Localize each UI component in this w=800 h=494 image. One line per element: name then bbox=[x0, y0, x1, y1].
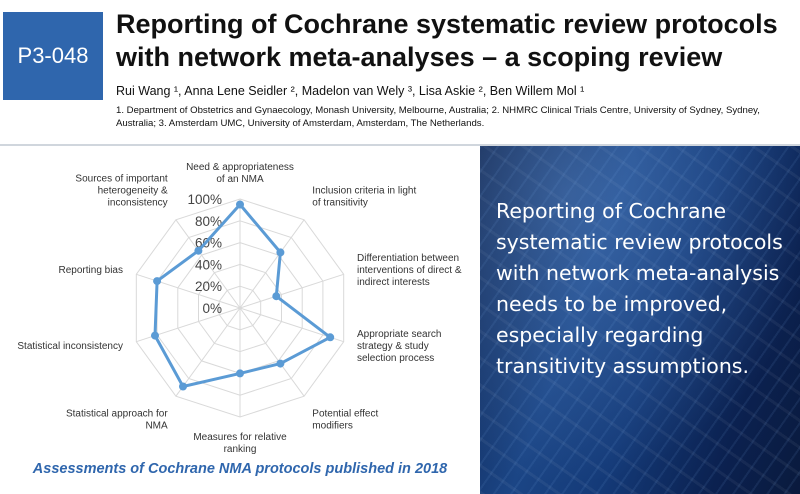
poster-title-line: with network meta-analyses – a scoping r… bbox=[116, 42, 723, 72]
poster-title-line: Reporting of Cochrane systematic review … bbox=[116, 9, 778, 39]
key-message: Reporting of Cochrane systematic review … bbox=[496, 199, 783, 378]
axis-label: Statistical inconsistency bbox=[17, 341, 123, 352]
axis-label-line: Differentiation between bbox=[357, 253, 459, 264]
axis-label: Differentiation between interventions of … bbox=[357, 253, 462, 288]
data-point bbox=[151, 331, 159, 340]
axis-spoke bbox=[136, 273, 241, 309]
axis-spoke bbox=[175, 307, 241, 397]
data-point bbox=[153, 277, 162, 286]
axis-label: Need & appropriateness of an NMA bbox=[186, 162, 294, 185]
axis-label-line: heterogeneity & bbox=[98, 186, 168, 197]
axis-label: Measures for relative ranking bbox=[193, 432, 287, 455]
axis-spoke bbox=[175, 219, 241, 309]
axis-label: Statistical approach for NMA bbox=[66, 409, 168, 432]
poster-header: P3-048 Reporting of Cochrane systematic … bbox=[0, 0, 800, 146]
axis-label-line: NMA bbox=[145, 421, 168, 432]
data-point bbox=[236, 200, 244, 209]
tick-label: 0% bbox=[202, 301, 222, 316]
data-point bbox=[179, 382, 187, 391]
axis-label-line: selection process bbox=[357, 353, 434, 364]
axis-label: Appropriate search strategy & study select… bbox=[357, 329, 442, 364]
axis-spoke bbox=[239, 307, 305, 397]
tick-label: 40% bbox=[195, 257, 222, 272]
tick-label: 100% bbox=[187, 192, 222, 207]
data-point bbox=[272, 292, 281, 301]
axis-label-line: modifiers bbox=[312, 421, 353, 432]
axis-label: Potential effect modifiers bbox=[312, 409, 378, 432]
data-series-line bbox=[153, 203, 332, 388]
axis-label-line: Sources of important bbox=[75, 174, 167, 185]
tick-label: 80% bbox=[195, 214, 222, 229]
author-list: Rui Wang ¹, Anna Lene Seidler ², Madelon… bbox=[116, 84, 585, 98]
chart-caption: Assessments of Cochrane NMA protocols pu… bbox=[32, 461, 448, 477]
radar-chart: 0%20%40%60%80%100%Need & appropriateness… bbox=[17, 162, 462, 455]
data-point bbox=[326, 333, 335, 342]
axis-label-line: Inclusion criteria in light bbox=[312, 186, 416, 197]
poster-id-badge: P3-048 bbox=[3, 12, 103, 100]
axis-label-line: Potential effect bbox=[312, 409, 378, 420]
axis-label: Sources of important heterogeneity & incon… bbox=[75, 174, 168, 209]
data-point bbox=[276, 359, 285, 368]
affiliations: 1. Department of Obstetrics and Gynaecol… bbox=[116, 105, 760, 129]
axis-label-line: of an NMA bbox=[216, 174, 264, 185]
axis-label: Inclusion criteria in light of transitivi… bbox=[312, 186, 416, 209]
tick-label: 20% bbox=[195, 279, 222, 294]
axis-label-line: strategy & study bbox=[357, 341, 429, 352]
data-point bbox=[276, 248, 285, 257]
chart-panel: 0% 20% 40% 60% 80% 100% Need & appropriateness… bbox=[0, 146, 480, 494]
axis-label-line: inconsistency bbox=[108, 198, 168, 209]
data-point bbox=[194, 246, 203, 255]
axis-label-line: of transitivity bbox=[312, 198, 368, 209]
axis-label-line: ranking bbox=[224, 444, 257, 455]
axis-label-line: interventions of direct & bbox=[357, 265, 462, 276]
axis-label-line: Appropriate search bbox=[357, 329, 442, 340]
axis-label-line: Need & appropriateness bbox=[186, 162, 294, 173]
axis-label-line: Measures for relative bbox=[193, 432, 287, 443]
axis-spoke bbox=[239, 219, 305, 309]
data-point bbox=[236, 369, 244, 378]
poster-title: Reporting of Cochrane systematic review … bbox=[116, 8, 796, 74]
axis-label: Reporting bias bbox=[59, 265, 123, 276]
axis-label-line: Reporting bias bbox=[59, 265, 123, 276]
axis-label-line: Statistical inconsistency bbox=[17, 341, 123, 352]
key-message-panel: Reporting of Cochrane systematic review … bbox=[480, 146, 800, 494]
axis-label-line: Statistical approach for bbox=[66, 409, 168, 420]
axis-spoke bbox=[239, 273, 344, 309]
header-divider bbox=[0, 144, 800, 146]
axis-label-line: indirect interests bbox=[357, 277, 430, 288]
